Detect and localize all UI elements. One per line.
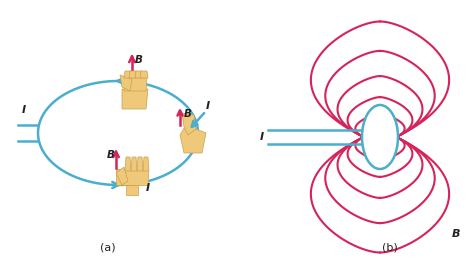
Polygon shape — [182, 113, 196, 135]
Text: B: B — [107, 150, 115, 160]
Ellipse shape — [362, 105, 398, 169]
Polygon shape — [143, 157, 149, 171]
Polygon shape — [129, 71, 137, 78]
Polygon shape — [125, 157, 131, 171]
Polygon shape — [122, 89, 148, 109]
Polygon shape — [124, 77, 147, 91]
Text: B: B — [184, 109, 192, 119]
Text: (b): (b) — [382, 243, 398, 253]
Text: I: I — [22, 105, 26, 115]
Polygon shape — [180, 125, 206, 153]
Text: B: B — [452, 229, 461, 239]
Polygon shape — [116, 169, 148, 185]
Polygon shape — [135, 71, 143, 78]
Polygon shape — [131, 157, 137, 171]
Polygon shape — [140, 71, 148, 78]
Text: B: B — [135, 55, 143, 65]
Text: (a): (a) — [100, 243, 116, 253]
Text: I: I — [260, 132, 264, 142]
Text: I: I — [146, 183, 150, 193]
Polygon shape — [120, 75, 132, 91]
Polygon shape — [116, 167, 128, 185]
Polygon shape — [126, 185, 138, 195]
Polygon shape — [124, 71, 132, 78]
Polygon shape — [137, 157, 143, 171]
Text: I: I — [206, 101, 210, 111]
